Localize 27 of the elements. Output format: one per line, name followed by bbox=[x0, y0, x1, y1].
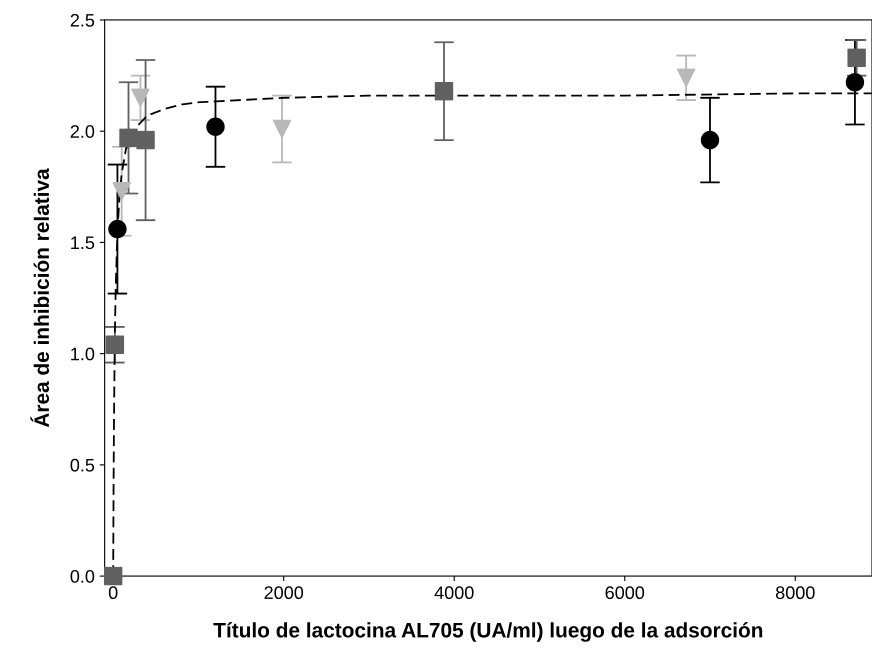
y-tick-label: 2.5 bbox=[70, 14, 94, 27]
point bbox=[434, 82, 454, 100]
y-axis-title: Área de inhibición relativa bbox=[30, 168, 50, 428]
y-tick-label: 1.5 bbox=[71, 236, 94, 250]
y-tick-label: 1.0 bbox=[71, 348, 94, 360]
y-tick-label: 0.5 bbox=[70, 458, 94, 472]
point bbox=[846, 73, 864, 92]
point bbox=[847, 48, 866, 67]
point bbox=[676, 68, 696, 88]
point bbox=[106, 336, 124, 354]
x-axis-title: Título de lactocina AL705 (UA/ml) luego de la adsorción bbox=[213, 622, 762, 642]
x-tick-label: 8000 bbox=[776, 586, 815, 600]
point bbox=[104, 566, 122, 586]
point bbox=[108, 220, 127, 238]
y-tick-label: 0.0 bbox=[70, 570, 94, 583]
x-tick-label: 6000 bbox=[606, 586, 644, 600]
point bbox=[272, 120, 292, 138]
point bbox=[119, 128, 138, 148]
point bbox=[206, 118, 225, 136]
x-tick-label: 2000 bbox=[264, 586, 304, 600]
x-tick-label: 0 bbox=[108, 586, 118, 600]
point bbox=[112, 182, 131, 200]
x-tick-label: 4000 bbox=[434, 586, 474, 600]
point bbox=[700, 130, 720, 150]
y-tick-label: 2.0 bbox=[70, 125, 94, 138]
point bbox=[136, 130, 155, 150]
point bbox=[131, 88, 150, 108]
